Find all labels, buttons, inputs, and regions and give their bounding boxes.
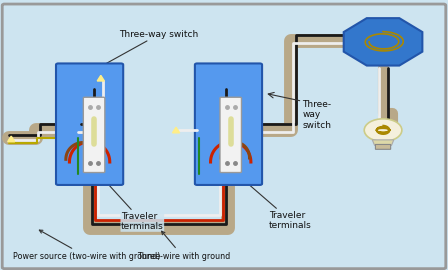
- Text: Power source (two-wire with ground): Power source (two-wire with ground): [13, 230, 161, 261]
- Circle shape: [364, 119, 402, 141]
- FancyBboxPatch shape: [375, 144, 391, 149]
- Text: Traveler
terminals: Traveler terminals: [97, 172, 164, 231]
- Text: Traveler
terminals: Traveler terminals: [234, 171, 311, 230]
- Polygon shape: [372, 140, 394, 145]
- Text: Three-wire with ground: Three-wire with ground: [137, 231, 230, 261]
- Polygon shape: [97, 75, 104, 81]
- FancyBboxPatch shape: [83, 97, 105, 173]
- FancyBboxPatch shape: [195, 63, 262, 185]
- FancyBboxPatch shape: [2, 4, 446, 269]
- Text: Three-
way
switch: Three- way switch: [302, 100, 332, 130]
- Polygon shape: [172, 127, 180, 133]
- Polygon shape: [344, 18, 422, 66]
- FancyBboxPatch shape: [56, 63, 123, 185]
- Polygon shape: [8, 136, 15, 142]
- Text: Three-way switch: Three-way switch: [98, 30, 198, 68]
- FancyBboxPatch shape: [220, 97, 241, 173]
